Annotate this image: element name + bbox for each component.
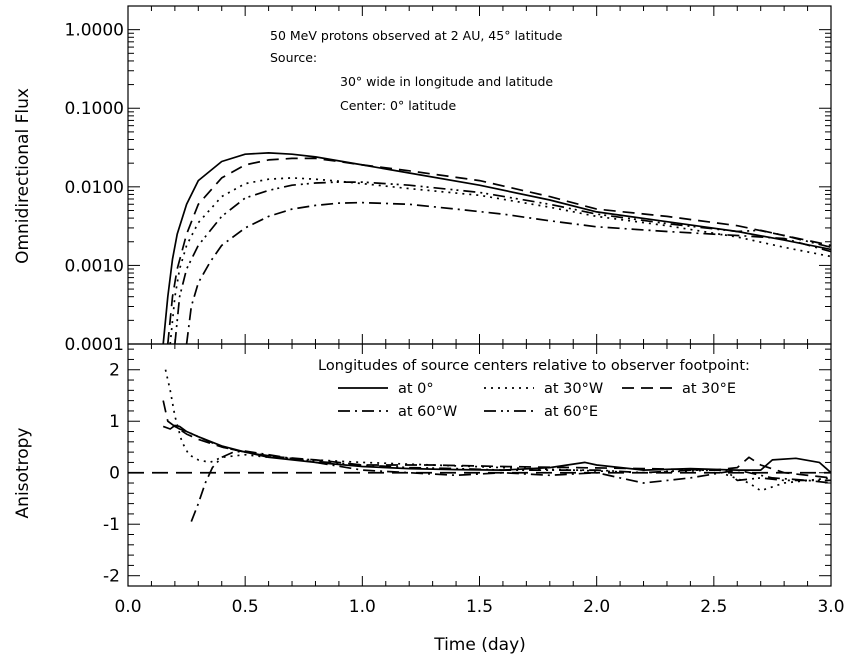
legend-label: at 30°E (682, 381, 736, 397)
anisotropy-y-tick-label: -2 (103, 567, 120, 587)
anisotropy-series-at-30dege (162, 400, 832, 479)
anisotropy-series-at-0deg (162, 424, 832, 474)
anisotropy-y-tick-label: -1 (103, 515, 120, 535)
legend-label: at 60°W (398, 404, 457, 420)
anisotropy-y-tick-labels: -2 -1 0 1 2 (103, 361, 120, 587)
legend: Longitudes of source centers relative to… (318, 358, 750, 420)
x-tick-label: 0.5 (232, 597, 259, 617)
legend-label: at 0° (398, 381, 434, 397)
flux-panel-frame (127, 5, 832, 345)
legend-entry-at-60dege: at 60°E (484, 404, 598, 420)
anisotropy-series (162, 369, 832, 522)
x-axis-label: Time (day) (433, 635, 526, 655)
x-tick-label: 3.0 (817, 597, 844, 617)
anisotropy-y-tick-label: 2 (109, 361, 120, 381)
legend-entry-at-30dege: at 30°E (622, 381, 736, 397)
flux-series-at-60dege (174, 181, 832, 345)
x-tick-labels: 0.0 0.5 1.0 1.5 2.0 2.5 3.0 (114, 597, 844, 617)
x-tick-label: 2.0 (583, 597, 610, 617)
anisotropy-series-at-60dege (174, 425, 831, 482)
legend-entry-at-0deg: at 0° (338, 381, 434, 397)
flux-series-at-0deg (162, 152, 832, 345)
flux-panel: 0.0001 0.0010 0.0100 0.1000 1.0000 Omnidirec… (13, 5, 832, 355)
flux-series-at-30dege (166, 157, 832, 345)
legend-title: Longitudes of source centers relative to… (318, 358, 750, 374)
flux-series-at-30degw (169, 177, 832, 345)
flux-y-tick-label: 0.0010 (65, 256, 124, 276)
flux-y-tick-label: 0.0100 (65, 178, 124, 198)
anisotropy-y-tick-label: 1 (109, 412, 120, 432)
flux-y-tick-labels: 0.0001 0.0010 0.0100 0.1000 1.0000 (65, 21, 124, 355)
x-tick-label: 2.5 (700, 597, 727, 617)
flux-y-axis-label: Omnidirectional Flux (13, 88, 33, 264)
flux-ticks (127, 5, 832, 345)
flux-series-at-60degw (185, 201, 832, 345)
anisotropy-panel: -2 -1 0 1 2 0.0 0.5 1.0 1.5 2.0 2.5 3.0 Anisotropy… (13, 343, 845, 655)
legend-entry-at-30degw: at 30°W (484, 381, 603, 397)
flux-y-tick-label: 1.0000 (65, 21, 124, 41)
legend-label: at 30°W (544, 381, 603, 397)
anisotropy-y-axis-label: Anisotropy (13, 428, 33, 519)
x-tick-label: 1.5 (466, 597, 493, 617)
x-tick-label: 1.0 (349, 597, 376, 617)
annotation-2: Source: (270, 50, 317, 65)
annotation-1: 50 MeV protons observed at 2 AU, 45° lat… (270, 28, 563, 43)
flux-y-tick-label: 0.0001 (65, 335, 124, 355)
anisotropy-y-tick-label: 0 (109, 464, 120, 484)
anisotropy-series-at-60degw (190, 450, 832, 522)
annotation-4: Center: 0° latitude (340, 98, 456, 113)
x-tick-label: 0.0 (114, 597, 141, 617)
flux-y-tick-label: 0.1000 (65, 99, 124, 119)
flux-series (162, 152, 832, 345)
flux-annotations: 50 MeV protons observed at 2 AU, 45° lat… (270, 28, 563, 113)
legend-entry-at-60degw: at 60°W (338, 404, 457, 420)
annotation-3: 30° wide in longitude and latitude (340, 74, 553, 89)
legend-label: at 60°E (544, 404, 598, 420)
